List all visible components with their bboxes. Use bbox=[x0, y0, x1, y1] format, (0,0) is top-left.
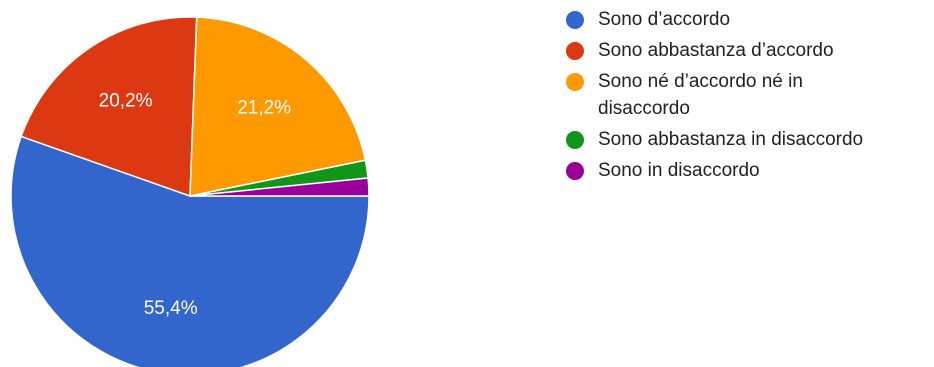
legend-swatch-sono-in-disaccordo bbox=[566, 162, 584, 180]
legend-label-sono-ne-d-accordo-ne-in-disaccordo: Sono né d’accordo né in disaccordo bbox=[598, 71, 803, 119]
legend-item-sono-ne-d-accordo-ne-in-disaccordo[interactable]: Sono né d’accordo né in disaccordo bbox=[566, 68, 934, 122]
pie-slice-sono-ne-d-accordo-ne-in-disaccordo[interactable] bbox=[189, 16, 367, 197]
pie-slice-label-sono-abbastanza-d-accordo: 20,2% bbox=[99, 90, 153, 111]
legend-label-sono-abbastanza-in-disaccordo: Sono abbastanza in disaccordo bbox=[598, 129, 864, 150]
legend-label-sono-d-accordo: Sono d’accordo bbox=[598, 9, 731, 30]
legend-label-sono-in-disaccordo: Sono in disaccordo bbox=[598, 160, 760, 181]
pie-slice-labels: 55,4% 20,2% 21,2% bbox=[99, 90, 291, 319]
legend-item-sono-abbastanza-d-accordo[interactable]: Sono abbastanza d’accordo bbox=[566, 37, 934, 64]
pie-slice-sono-d-accordo[interactable] bbox=[10, 135, 370, 367]
legend-item-sono-in-disaccordo[interactable]: Sono in disaccordo bbox=[566, 157, 934, 184]
legend-swatch-sono-d-accordo bbox=[566, 11, 584, 29]
legend: Sono d’accordo Sono abbastanza d’accordo… bbox=[566, 6, 934, 188]
legend-item-sono-abbastanza-in-disaccordo[interactable]: Sono abbastanza in disaccordo bbox=[566, 126, 934, 153]
legend-swatch-sono-abbastanza-d-accordo bbox=[566, 42, 584, 60]
pie-slice-sono-in-disaccordo[interactable] bbox=[189, 177, 370, 197]
pie-slice-label-sono-d-accordo: 55,4% bbox=[144, 298, 198, 319]
legend-label-sono-abbastanza-d-accordo: Sono abbastanza d’accordo bbox=[598, 40, 834, 61]
pie-slices bbox=[10, 16, 370, 367]
legend-swatch-sono-ne-d-accordo-ne-in-disaccordo bbox=[566, 73, 584, 91]
pie-slice-label-sono-ne-d-accordo-ne-in-disaccordo: 21,2% bbox=[237, 98, 291, 119]
legend-item-sono-d-accordo[interactable]: Sono d’accordo bbox=[566, 6, 934, 33]
legend-swatch-sono-abbastanza-in-disaccordo bbox=[566, 131, 584, 149]
pie-slice-sono-abbastanza-d-accordo[interactable] bbox=[20, 16, 198, 197]
